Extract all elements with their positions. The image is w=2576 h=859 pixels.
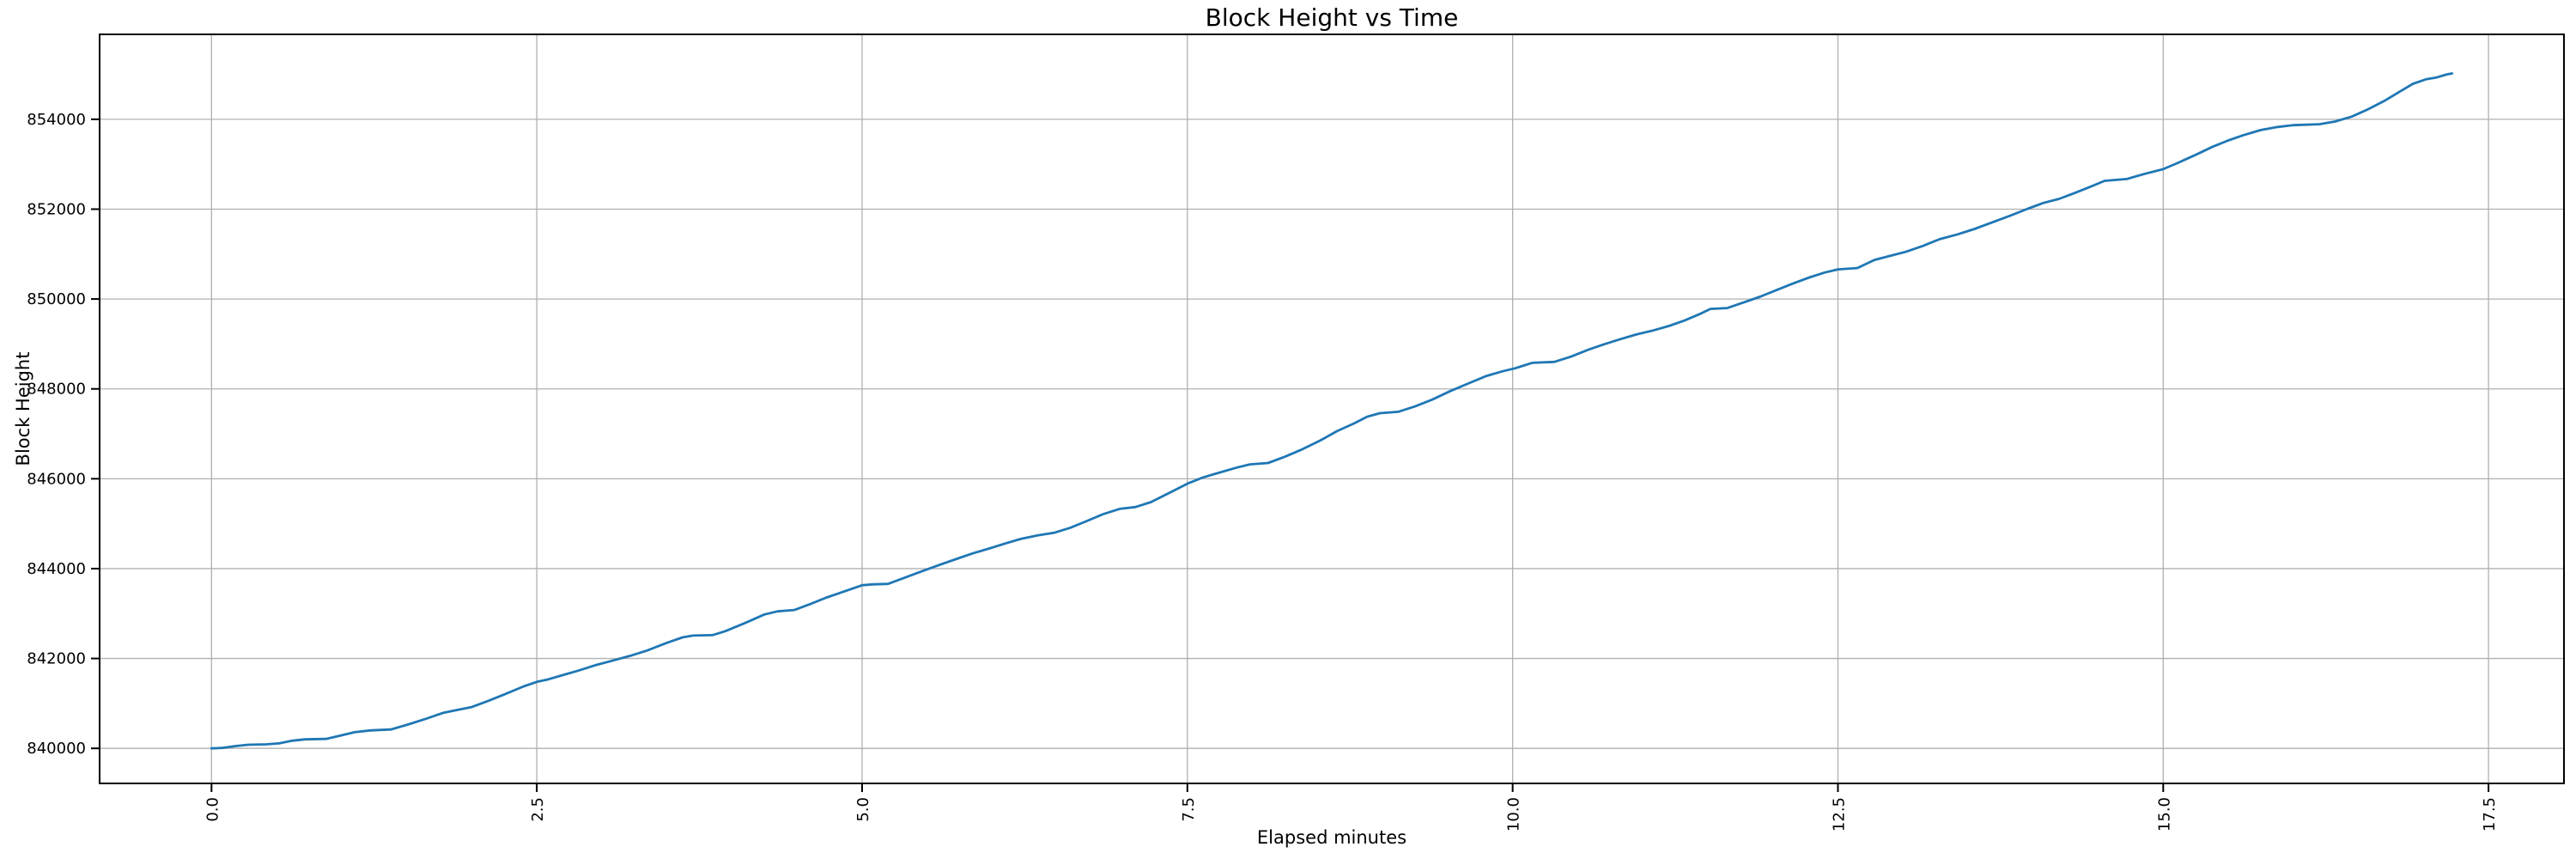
x-tick-label: 2.5 xyxy=(529,797,547,822)
x-tick-label: 0.0 xyxy=(204,797,222,822)
chart-title: Block Height vs Time xyxy=(1206,3,1459,32)
y-tick-label: 844000 xyxy=(27,560,86,578)
x-axis-label: Elapsed minutes xyxy=(1257,827,1406,848)
y-tick-label: 852000 xyxy=(27,200,86,218)
chart-line xyxy=(210,72,2454,750)
y-tick-label: 850000 xyxy=(27,290,86,308)
x-tick-label: 7.5 xyxy=(1180,797,1198,822)
y-tick-label: 846000 xyxy=(27,470,86,488)
plot-frame xyxy=(99,34,2565,784)
tick-layer: 0.0 2.5 5.0 7.5 10.0 12.5 15.0 17.5 840000 842000… xyxy=(27,111,2499,832)
plot-border xyxy=(99,34,2565,784)
x-tick-label: 17.5 xyxy=(2481,797,2499,832)
x-tick-label: 10.0 xyxy=(1505,797,1523,832)
x-tick-label: 15.0 xyxy=(2155,797,2173,832)
y-tick-label: 854000 xyxy=(27,111,86,129)
x-tick-label: 12.5 xyxy=(1830,797,1848,832)
series-layer xyxy=(210,72,2454,750)
y-tick-label: 842000 xyxy=(27,650,86,668)
y-tick-label: 840000 xyxy=(27,740,86,758)
y-tick-label: 848000 xyxy=(27,381,86,399)
y-axis-label: Block Height xyxy=(13,352,33,466)
gridlines xyxy=(100,34,2564,783)
x-tick-label: 5.0 xyxy=(854,797,872,822)
